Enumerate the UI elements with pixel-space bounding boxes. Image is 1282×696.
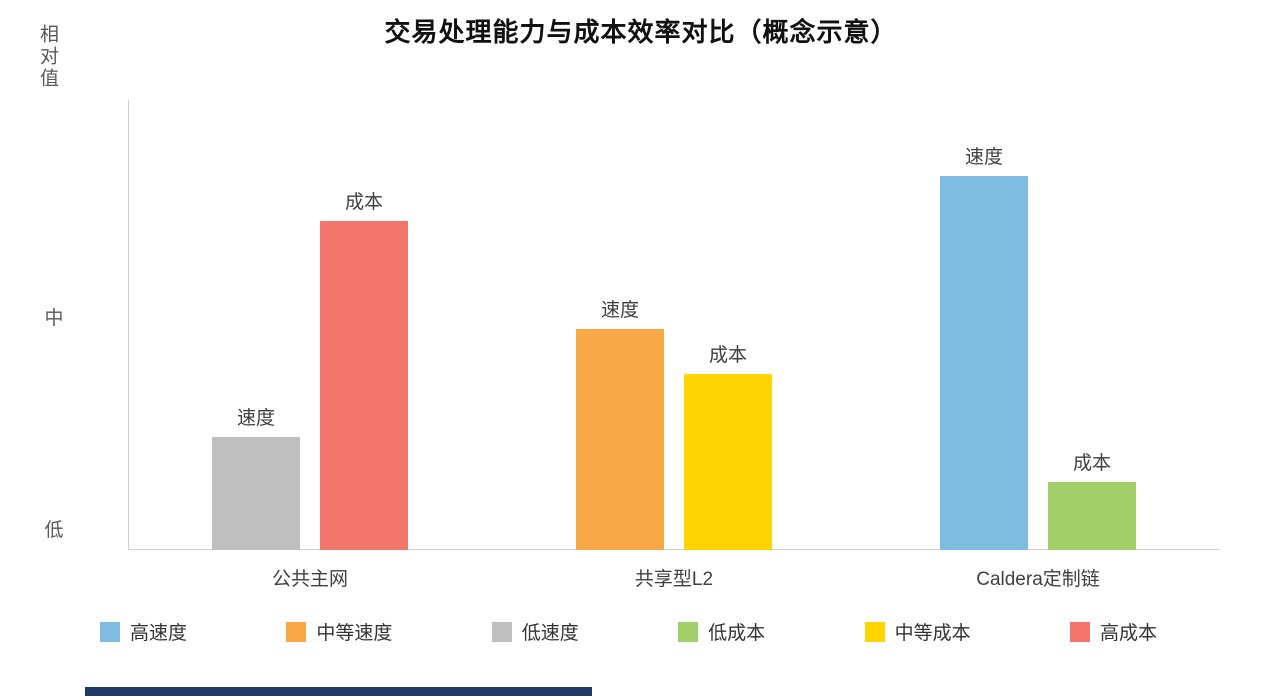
bar-cost-category-0 xyxy=(320,221,408,550)
legend-label-0: 高速度 xyxy=(130,623,188,644)
bar-label-speed-category-2: 速度 xyxy=(964,147,1003,168)
bar-speed-category-1 xyxy=(576,329,664,550)
legend-item-0: 高速度 xyxy=(100,618,187,645)
bar-label-cost-category-1: 成本 xyxy=(708,345,747,366)
x-category-label-1: 共享型L2 xyxy=(634,569,714,590)
x-category-label-2: Caldera定制链 xyxy=(976,569,1100,590)
legend-label-2: 低速度 xyxy=(521,623,579,644)
legend-label-5: 高成本 xyxy=(1099,623,1157,644)
legend-swatch-2 xyxy=(491,621,512,642)
bar-label-cost-category-0: 成本 xyxy=(344,192,383,213)
legend-item-1: 中等速度 xyxy=(286,618,392,645)
x-axis-line xyxy=(128,549,1220,550)
chart-title: 交易处理能力与成本效率对比（概念示意） xyxy=(384,17,898,47)
y-tick-label-0: 低 xyxy=(44,519,64,541)
bar-label-speed-category-0: 速度 xyxy=(236,408,275,429)
footer-accent-strip xyxy=(85,687,592,696)
legend-item-4: 中等成本 xyxy=(864,618,971,645)
legend-swatch-4 xyxy=(864,621,885,642)
legend-swatch-1 xyxy=(286,621,307,642)
plot-area: 速度 成本 公共主网 速度 成本 共享型L2 速度 成本 Caldera定制链 xyxy=(128,100,1220,590)
legend-item-5: 高成本 xyxy=(1069,618,1157,645)
y-axis-line xyxy=(128,100,129,550)
x-category-label-0: 公共主网 xyxy=(271,569,348,590)
legend: 高速度 中等速度 低速度 低成本 中等成本 高成本 xyxy=(100,618,1157,645)
y-tick-label-1: 中 xyxy=(44,308,64,329)
legend-label-4: 中等成本 xyxy=(894,623,971,644)
legend-label-3: 低成本 xyxy=(708,623,766,644)
legend-swatch-3 xyxy=(678,621,699,642)
legend-swatch-5 xyxy=(1069,621,1090,642)
bar-speed-category-2 xyxy=(940,176,1028,550)
legend-item-2: 低速度 xyxy=(491,618,579,645)
bar-cost-category-1 xyxy=(684,374,772,550)
legend-item-3: 低成本 xyxy=(678,618,765,645)
bar-label-cost-category-2: 成本 xyxy=(1072,453,1111,474)
bar-speed-category-0 xyxy=(212,437,300,550)
bar-cost-category-2 xyxy=(1048,482,1136,550)
y-axis-title: 相对值 xyxy=(37,24,58,90)
bar-label-speed-category-1: 速度 xyxy=(600,300,639,321)
legend-label-1: 中等速度 xyxy=(316,623,393,644)
legend-swatch-0 xyxy=(100,621,120,642)
